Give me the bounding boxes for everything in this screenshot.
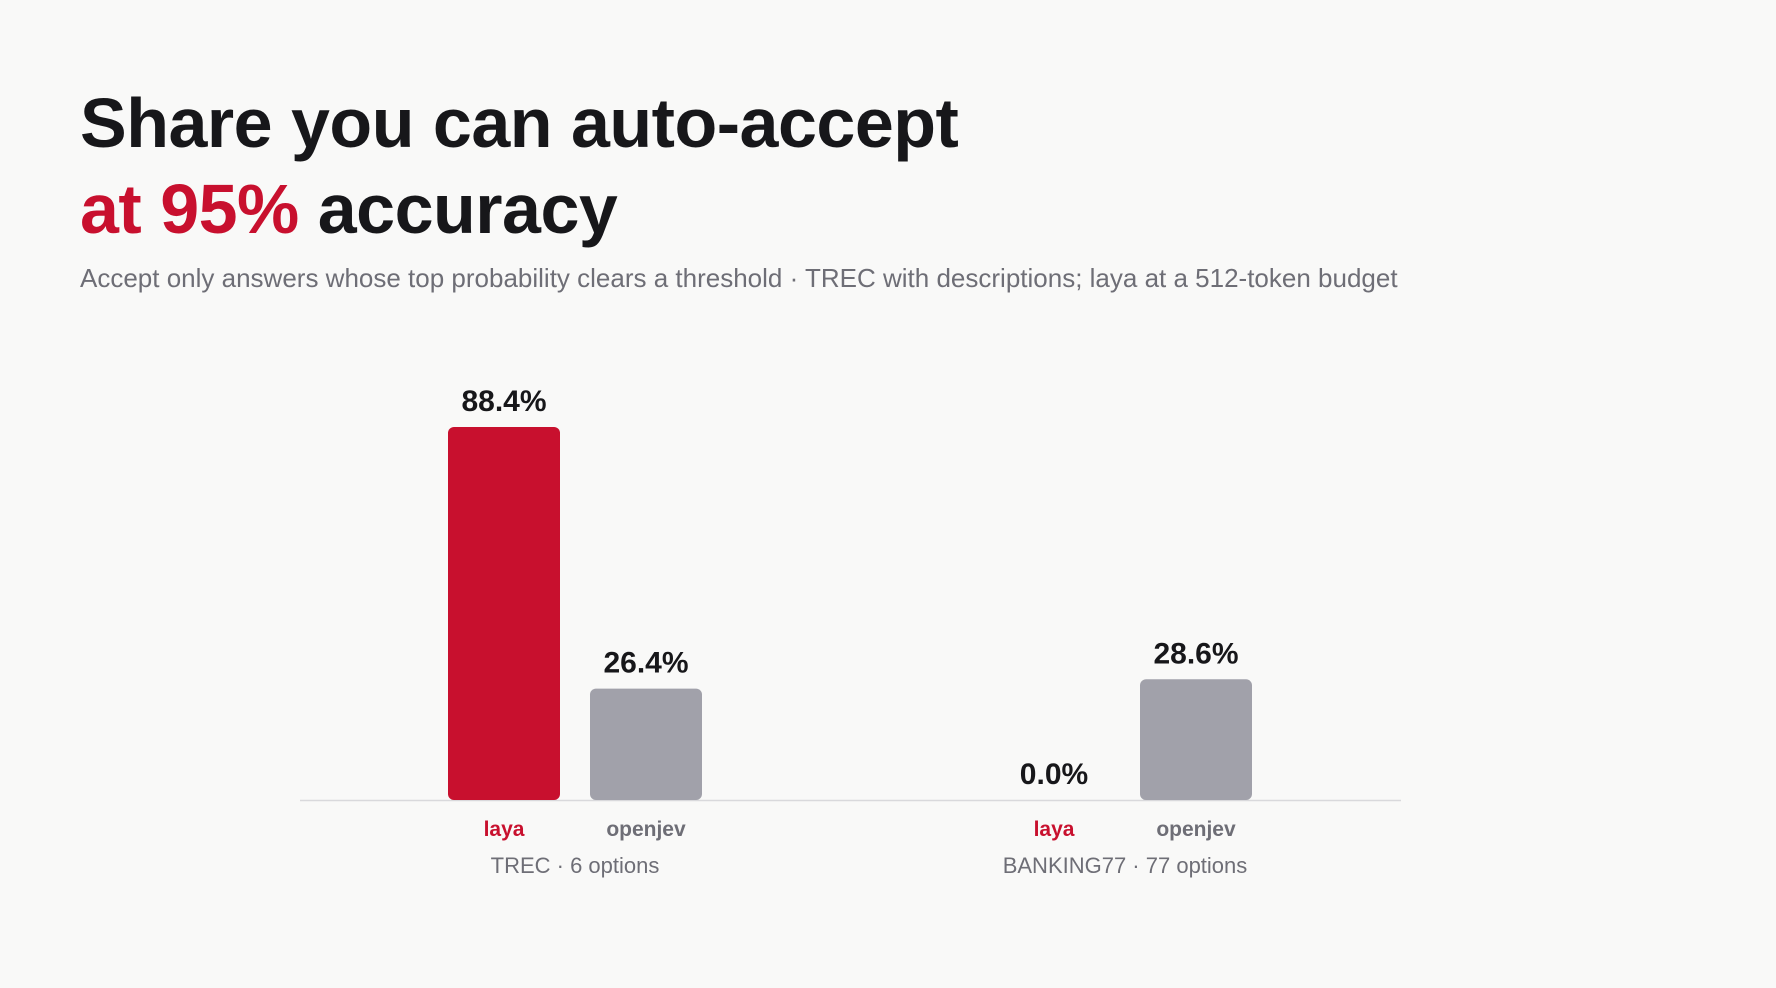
chart-title: Share you can auto-accept at 95% accurac… bbox=[80, 80, 959, 252]
series-label-laya-banking77: laya bbox=[1034, 818, 1075, 841]
value-label-openjev-banking77: 28.6% bbox=[1153, 637, 1238, 670]
bar-openjev-trec bbox=[590, 688, 702, 800]
value-label-laya-trec: 88.4% bbox=[461, 385, 546, 418]
category-label-banking77: BANKING77 · 77 options bbox=[1003, 853, 1248, 878]
bar-laya-trec bbox=[448, 426, 560, 800]
value-label-laya-banking77: 0.0% bbox=[1020, 758, 1088, 791]
category-label-trec: TREC · 6 options bbox=[491, 853, 660, 878]
title-accent: at 95% bbox=[80, 170, 299, 248]
value-label-openjev-trec: 26.4% bbox=[603, 647, 688, 680]
title-line-2-rest: accuracy bbox=[298, 170, 618, 248]
chart-subtitle: Accept only answers whose top probabilit… bbox=[80, 263, 1398, 293]
series-label-laya-trec: laya bbox=[484, 818, 525, 841]
bar-openjev-banking77 bbox=[1140, 679, 1252, 800]
series-label-openjev-banking77: openjev bbox=[1156, 818, 1236, 841]
title-line-1: Share you can auto-accept bbox=[80, 84, 959, 162]
series-label-openjev-trec: openjev bbox=[606, 818, 686, 841]
